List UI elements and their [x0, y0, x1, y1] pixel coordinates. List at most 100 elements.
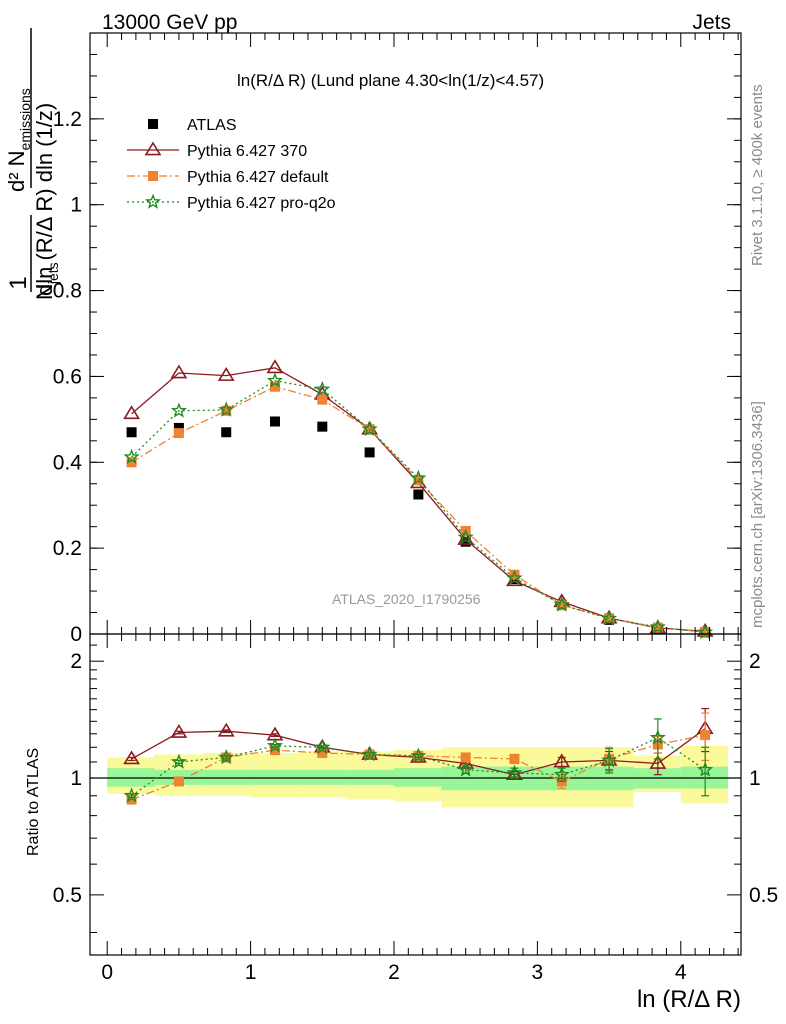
main-point-star — [410, 469, 427, 485]
ylabel-den: dln (R/Δ R) dln (1/z) — [32, 103, 57, 296]
legend-marker — [148, 119, 158, 129]
legend-marker — [144, 193, 162, 209]
main-point-star — [601, 610, 618, 626]
ratio-xtick-label: 1 — [245, 961, 257, 984]
ratio-point-star — [506, 764, 523, 780]
ylabel-njets: Njets — [32, 262, 61, 300]
main-ytick-label: 0.6 — [53, 365, 82, 388]
ratio-point-square — [269, 745, 280, 756]
legend-label: Pythia 6.427 pro-q2o — [187, 195, 336, 212]
ratio-point-triangle — [123, 750, 141, 765]
energy-label: 13000 GeV pp — [102, 11, 237, 34]
main-point-star — [506, 569, 523, 586]
ratio-point-square — [126, 794, 137, 805]
ratio-point-star — [697, 761, 714, 777]
main-point-triangle — [170, 364, 188, 379]
main-point-star — [218, 401, 235, 417]
ratio-point-star — [649, 729, 666, 745]
main-point-triangle — [217, 367, 235, 381]
ratio-ylabel: Ratio to ATLAS — [25, 748, 42, 856]
ratio-point-square — [460, 752, 471, 763]
legend-label: ATLAS — [187, 117, 237, 134]
main-point-star — [361, 420, 378, 437]
ratio-ytick-label: 0.5 — [53, 884, 82, 907]
main-point-star — [314, 380, 331, 397]
ratio-panel: 0.5 0.5 1 1 2 2 0 1 2 3 4 — [53, 633, 778, 984]
ratio-point-square — [509, 753, 520, 764]
ratio-point-star — [553, 766, 570, 782]
ratio-point-square — [317, 748, 328, 759]
ylabel-njets-sub: jets — [45, 262, 61, 285]
main-point-atlas — [173, 422, 184, 433]
main-point-atlas — [269, 416, 280, 427]
ylabel-num-main: d² N — [4, 150, 29, 192]
main-point-atlas — [317, 421, 328, 432]
main-point-star — [266, 372, 283, 388]
ylabel-one: 1 — [5, 276, 32, 289]
ratio-point-star — [361, 746, 378, 762]
ratio-band-inner — [203, 769, 251, 785]
ratio-point-star — [601, 752, 618, 768]
rivet-label: Rivet 3.1.10, ≥ 400k events — [749, 84, 766, 266]
main-point-square — [221, 405, 232, 416]
main-point-star — [457, 528, 474, 545]
main-point-star — [649, 618, 666, 634]
main-point-square — [126, 457, 137, 468]
ratio-point-star — [410, 747, 427, 763]
ratio-point-star — [123, 787, 140, 803]
ratio-plot-border — [89, 633, 742, 956]
ratio-point-square — [700, 730, 711, 741]
main-ytick-label: 0.8 — [53, 280, 82, 303]
main-point-square — [269, 381, 280, 392]
legend-marker — [148, 171, 158, 181]
ratio-ytick-label-right: 1 — [749, 767, 761, 790]
main-point-atlas — [126, 427, 137, 438]
main-ytick-label: 0 — [70, 623, 82, 646]
plot-title: ln(R/Δ R) (Lund plane 4.30<ln(1/z)<4.57) — [237, 71, 544, 90]
ratio-point-star — [266, 737, 283, 753]
ratio-band-inner — [346, 769, 394, 785]
watermark: ATLAS_2020_I1790256 — [332, 591, 481, 607]
ratio-point-triangle — [649, 754, 667, 769]
main-point-star — [553, 596, 570, 612]
ratio-ytick-label-right: 2 — [749, 650, 761, 673]
main-point-square — [173, 428, 184, 439]
ratio-band-inner — [250, 769, 298, 785]
main-point-square — [700, 626, 711, 637]
xlabel: ln (R/Δ R) — [637, 986, 741, 1013]
main-point-square — [556, 600, 567, 611]
main-point-atlas — [221, 427, 232, 438]
ratio-ytick-label: 1 — [70, 767, 82, 790]
ylabel-njets-main: N — [32, 284, 57, 300]
main-ytick-label: 0.2 — [53, 537, 82, 560]
ratio-xtick-label: 0 — [101, 961, 113, 984]
ratio-xtick-label: 4 — [675, 961, 687, 984]
main-point-triangle — [123, 405, 141, 420]
main-ytick-label: 0.4 — [53, 451, 83, 474]
main-point-star — [170, 402, 187, 418]
main-point-star — [123, 448, 140, 464]
mcplots-label: mcplots.cern.ch [arXiv:1306.3436] — [749, 401, 766, 628]
ratio-point-star — [314, 738, 331, 755]
main-ytick-label: 1 — [70, 194, 82, 217]
main-point-atlas — [364, 447, 375, 458]
main-ylabel: 1 Njets d² Nemissions dln (R/Δ R) dln (1… — [4, 28, 61, 300]
main-series — [123, 359, 714, 640]
legend: ATLAS Pythia 6.427 370 Pythia 6.427 defaul… — [127, 117, 336, 212]
ratio-series — [123, 707, 714, 805]
ratio-ytick-label: 2 — [70, 650, 82, 673]
ratio-point-triangle — [217, 722, 235, 737]
ratio-ytick-label-right: 0.5 — [749, 884, 778, 907]
main-point-atlas — [460, 536, 471, 547]
process-label: Jets — [692, 11, 731, 34]
main-point-square — [509, 569, 520, 580]
ratio-point-star — [170, 753, 187, 769]
ratio-xtick-label: 2 — [388, 961, 400, 984]
ylabel-num-sub: emissions — [17, 88, 33, 150]
ratio-point-star — [457, 761, 474, 777]
ratio-point-square — [173, 776, 184, 787]
main-point-atlas — [413, 489, 424, 500]
main-point-square — [317, 394, 328, 405]
legend-marker — [144, 141, 162, 156]
